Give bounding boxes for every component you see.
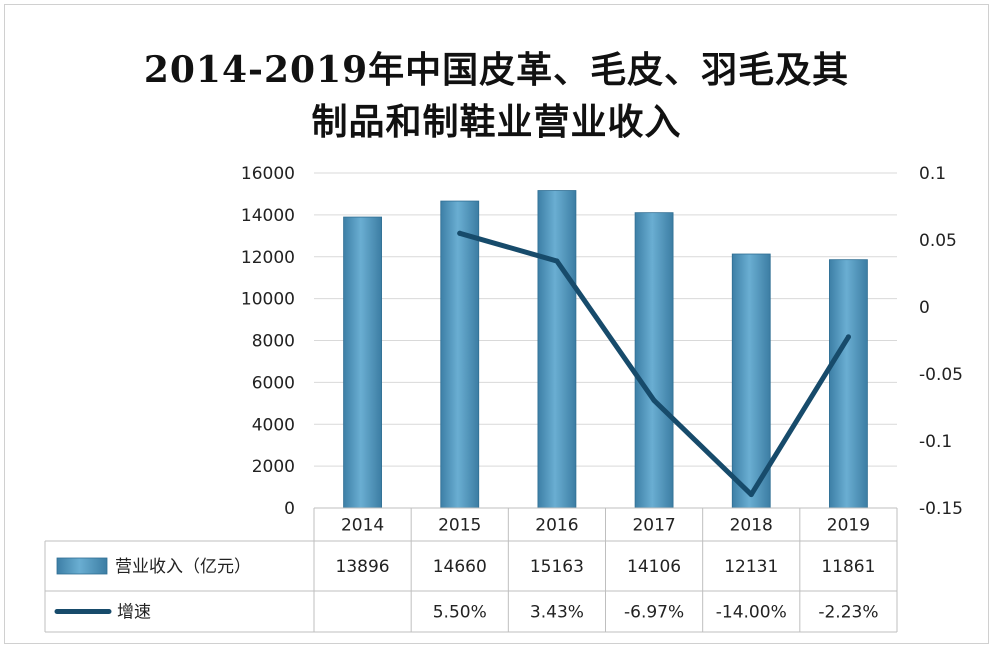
- growth-point: [651, 397, 657, 403]
- y-right-tick-label: -0.15: [919, 499, 963, 519]
- x-tick-label: 2014: [341, 516, 384, 536]
- table-cell-growth: -14.00%: [716, 603, 787, 623]
- legend-bar-swatch: [56, 557, 108, 575]
- table-cell-revenue: 13896: [336, 557, 390, 577]
- y-left-tick-label: 10000: [241, 290, 295, 310]
- growth-point: [554, 258, 560, 264]
- table-cell-revenue: 15163: [530, 557, 584, 577]
- y-right-tick-label: -0.05: [919, 365, 963, 385]
- bar: [829, 259, 868, 509]
- growth-point: [457, 230, 463, 236]
- y-left-tick-label: 14000: [241, 206, 295, 226]
- table-cell-revenue: 11861: [821, 557, 875, 577]
- y-right-tick-label: 0: [919, 298, 930, 318]
- chart-title-line-1: 2014-2019年中国皮革、毛皮、羽毛及其: [143, 49, 850, 91]
- y-right-tick-label: 0.1: [919, 164, 946, 184]
- bar: [440, 200, 480, 509]
- bar: [537, 190, 577, 509]
- bar: [731, 253, 771, 509]
- table-cell-growth: 5.50%: [433, 603, 487, 623]
- legend-bar-label: 营业收入（亿元）: [115, 557, 251, 577]
- table-cell-growth: 3.43%: [530, 603, 584, 623]
- y-left-tick-label: 8000: [252, 332, 295, 352]
- table-cell-revenue: 12131: [724, 557, 778, 577]
- legend-line-label: 增速: [117, 603, 151, 623]
- table-cell-growth: -6.97%: [624, 603, 684, 623]
- x-tick-label: 2018: [730, 516, 773, 536]
- y-right-tick-label: -0.1: [919, 432, 952, 452]
- bar: [634, 212, 674, 509]
- chart-svg: 0 2000 4000 6000 8000 10000 12000 14000 16000 -0.…: [44, 164, 963, 633]
- table-cell-revenue: 14106: [627, 557, 681, 577]
- y-left-tick-label: 0: [284, 499, 295, 519]
- x-tick-label: 2015: [438, 516, 481, 536]
- y-left-tick-label: 16000: [241, 164, 295, 184]
- table-cell-revenue: 14660: [433, 557, 487, 577]
- chart-title-line-2: 制品和制鞋业营业收入: [311, 101, 682, 143]
- chart-frame: 2014-2019年中国皮革、毛皮、羽毛及其 制品和制鞋业营业收入 0 2000 4…: [4, 4, 989, 644]
- y-right-tick-label: 0.05: [919, 231, 957, 251]
- y-left-tick-label: 4000: [252, 415, 295, 435]
- y-left-tick-label: 6000: [252, 373, 295, 393]
- growth-point: [845, 334, 851, 340]
- x-tick-label: 2017: [632, 516, 675, 536]
- growth-point: [748, 492, 754, 498]
- y-left-tick-label: 12000: [241, 248, 295, 268]
- x-tick-label: 2016: [535, 516, 578, 536]
- x-tick-label: 2019: [827, 516, 870, 536]
- bar: [343, 216, 382, 509]
- y-left-tick-label: 2000: [252, 457, 295, 477]
- table-cell-growth: -2.23%: [818, 603, 878, 623]
